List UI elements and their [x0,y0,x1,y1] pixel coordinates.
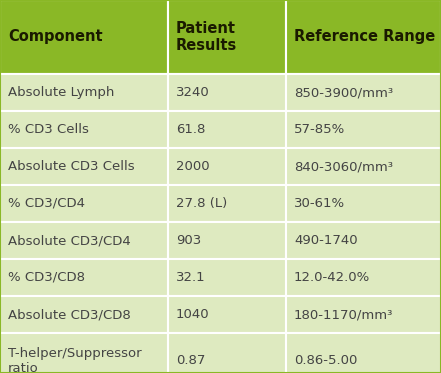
Bar [286,148,441,185]
Bar [0,222,168,259]
Text: 180-1170/mm³: 180-1170/mm³ [294,308,393,321]
Text: Absolute CD3/CD4: Absolute CD3/CD4 [8,234,131,247]
Bar [286,185,441,222]
Text: 2000: 2000 [176,160,209,173]
Bar [0,296,168,333]
Bar [286,74,441,111]
Bar [0,185,168,222]
Text: 61.8: 61.8 [176,123,206,136]
Text: Component: Component [8,29,103,44]
Bar [168,111,286,148]
Bar [0,148,168,185]
Text: % CD3/CD4: % CD3/CD4 [8,197,85,210]
Text: 840-3060/mm³: 840-3060/mm³ [294,160,393,173]
Bar [286,259,441,296]
Bar [286,296,441,333]
Bar [168,148,286,185]
Text: 850-3900/mm³: 850-3900/mm³ [294,86,393,99]
Text: T-helper/Suppressor
ratio: T-helper/Suppressor ratio [8,347,142,373]
Bar [0,111,168,148]
Text: Absolute CD3 Cells: Absolute CD3 Cells [8,160,135,173]
Bar [168,296,286,333]
Bar [168,259,286,296]
Bar [286,222,441,259]
Text: Patient
Results: Patient Results [176,21,237,53]
Text: 30-61%: 30-61% [294,197,345,210]
Text: % CD3 Cells: % CD3 Cells [8,123,89,136]
Text: 490-1740: 490-1740 [294,234,358,247]
Bar [0,333,168,373]
Text: 27.8 (L): 27.8 (L) [176,197,227,210]
Text: 12.0-42.0%: 12.0-42.0% [294,271,370,284]
Text: 3240: 3240 [176,86,210,99]
Text: 57-85%: 57-85% [294,123,345,136]
Bar [0,0,168,74]
Text: 32.1: 32.1 [176,271,206,284]
Text: Absolute CD3/CD8: Absolute CD3/CD8 [8,308,131,321]
Bar [0,259,168,296]
Text: 0.87: 0.87 [176,354,206,367]
Text: 0.86-5.00: 0.86-5.00 [294,354,357,367]
Text: Absolute Lymph: Absolute Lymph [8,86,114,99]
Bar [168,185,286,222]
Text: % CD3/CD8: % CD3/CD8 [8,271,85,284]
Text: Reference Range: Reference Range [294,29,435,44]
Bar [0,74,168,111]
Bar [168,74,286,111]
Text: 903: 903 [176,234,201,247]
Bar [286,0,441,74]
Bar [168,0,286,74]
Bar [168,333,286,373]
Text: 1040: 1040 [176,308,209,321]
Bar [286,111,441,148]
Bar [286,333,441,373]
Bar [168,222,286,259]
